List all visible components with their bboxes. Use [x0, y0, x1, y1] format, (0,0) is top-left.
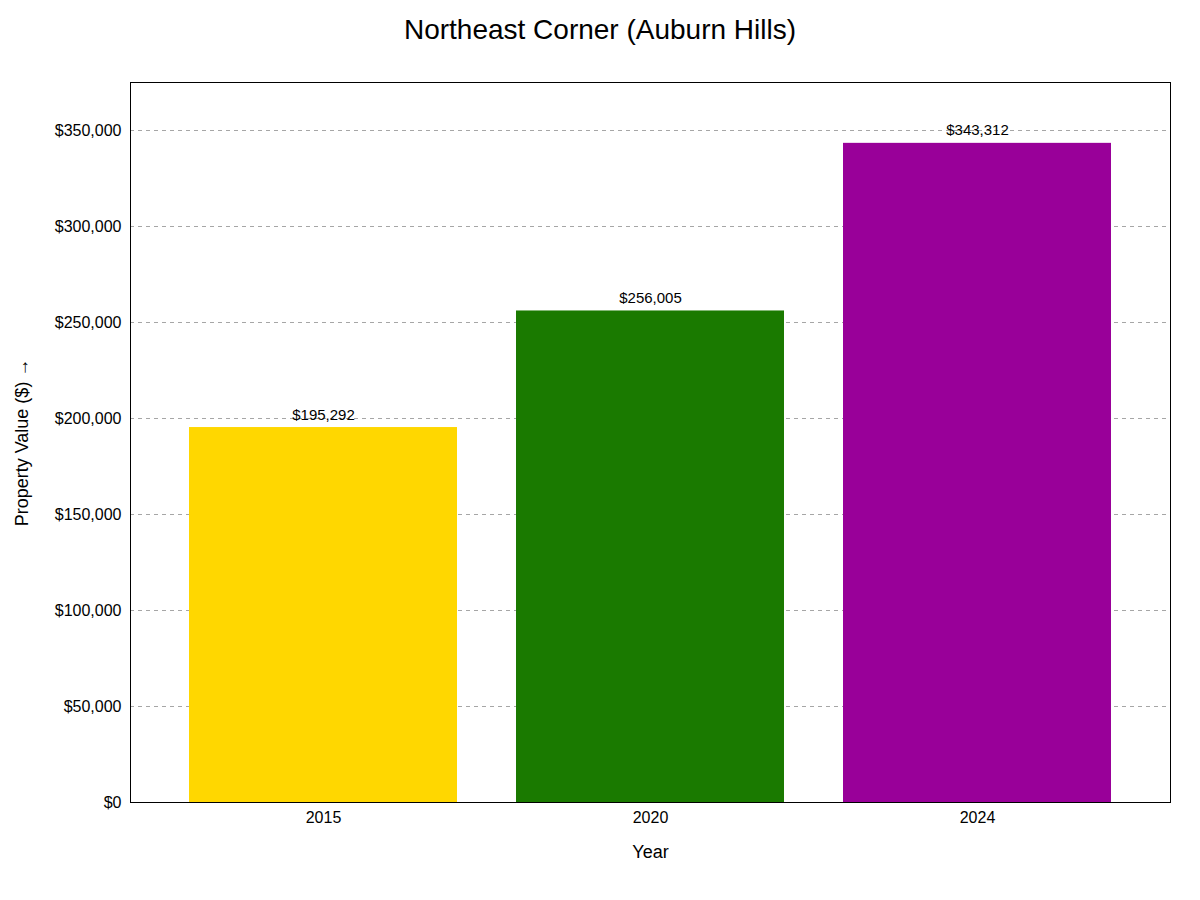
svg-text:$256,005: $256,005 — [619, 289, 682, 306]
svg-text:Year: Year — [632, 842, 668, 862]
html-text:Northeast Corner (Auburn Hills: Northeast Corner (Auburn Hills) — [403, 14, 797, 45]
svg-text:$343,312: $343,312 — [946, 121, 1009, 138]
svg-text:$150,000: $150,000 — [55, 506, 122, 523]
svg-text:$0: $0 — [104, 794, 122, 811]
svg-text:2020: 2020 — [633, 809, 669, 826]
svg-text:Property Value ($) →: Property Value ($) → — [12, 359, 32, 527]
svg-text:$300,000: $300,000 — [55, 218, 122, 235]
svg-text:$50,000: $50,000 — [64, 698, 122, 715]
svg-text:2024: 2024 — [960, 809, 996, 826]
svg-text:2015: 2015 — [306, 809, 342, 826]
svg-text:$100,000: $100,000 — [55, 602, 122, 619]
svg-text:$350,000: $350,000 — [55, 122, 122, 139]
svg-text:$195,292: $195,292 — [292, 406, 355, 423]
svg-text:$250,000: $250,000 — [55, 314, 122, 331]
svg-text:$200,000: $200,000 — [55, 410, 122, 427]
